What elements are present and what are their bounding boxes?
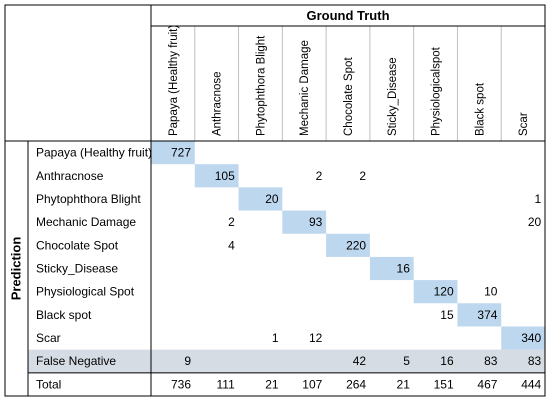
- diagonal-cell: [457, 303, 502, 327]
- column-header: Papaya (Healthy fruit): [168, 25, 180, 136]
- row-label: Phytophthora Blight: [36, 192, 141, 206]
- cell-value: 107: [302, 377, 322, 391]
- row-label: Black spot: [36, 308, 92, 322]
- cell-value: 10: [484, 285, 498, 299]
- diagonal-cell: [326, 233, 370, 257]
- row-label: False Negative: [36, 354, 116, 368]
- diagonal-cell: [369, 256, 414, 281]
- column-axis-title: Ground Truth: [306, 8, 389, 23]
- cell-value: 444: [521, 377, 541, 391]
- column-header: Sticky_Disease: [387, 57, 399, 136]
- cell-value: 20: [265, 192, 279, 206]
- cell-value: 5: [403, 354, 410, 368]
- diagonal-cell: [238, 187, 283, 211]
- cell-value: 2: [316, 169, 323, 183]
- cell-value: 374: [477, 308, 497, 322]
- cell-value: 1: [535, 192, 542, 206]
- row-label: Physiological Spot: [36, 285, 135, 299]
- row-label: Total: [36, 377, 61, 391]
- cell-value: 264: [346, 377, 366, 391]
- cell-value: 16: [440, 354, 454, 368]
- row-axis-title: Prediction: [9, 237, 24, 301]
- row-label: Anthracnose: [36, 169, 104, 183]
- column-header: Chocolate Spot: [343, 57, 355, 136]
- diagonal-cell: [413, 280, 458, 304]
- cell-value: 2: [359, 169, 366, 183]
- column-header: Anthracnose: [212, 71, 224, 136]
- cell-value: 727: [171, 146, 191, 160]
- cell-value: 21: [265, 377, 279, 391]
- cell-value: 9: [184, 354, 191, 368]
- column-header: Physiologicalspot: [431, 46, 443, 136]
- cell-value: 4: [228, 238, 235, 252]
- row-label: Chocolate Spot: [36, 238, 119, 252]
- cell-value: 1: [272, 331, 279, 345]
- cell-value: 12: [309, 331, 323, 345]
- cell-value: 220: [346, 238, 366, 252]
- cell-value: 2: [228, 215, 235, 229]
- column-header: Black spot: [474, 82, 486, 136]
- diagonal-cell: [501, 326, 545, 350]
- diagonal-cell: [151, 141, 195, 165]
- cell-value: 120: [434, 285, 454, 299]
- cell-value: 151: [434, 377, 454, 391]
- cell-value: 21: [397, 377, 411, 391]
- table-border: [4, 4, 546, 397]
- cell-value: 83: [484, 354, 498, 368]
- cell-value: 105: [215, 169, 235, 183]
- row-label: Mechanic Damage: [36, 215, 136, 229]
- cell-value: 111: [217, 377, 236, 391]
- cell-value: 736: [171, 377, 191, 391]
- cell-value: 467: [477, 377, 497, 391]
- row-label: Papaya (Healthy fruit): [36, 146, 152, 160]
- cell-value: 83: [528, 354, 542, 368]
- false-negative-band: [28, 349, 545, 373]
- diagonal-cell: [282, 210, 327, 234]
- cell-value: 15: [440, 308, 454, 322]
- cell-value: 340: [521, 331, 541, 345]
- row-label: Sticky_Disease: [36, 262, 118, 276]
- diagonal-cell: [194, 164, 239, 188]
- row-label: Scar: [36, 331, 61, 345]
- column-header: Phytophthora Blight: [255, 35, 267, 136]
- column-header: Scar: [518, 112, 530, 136]
- cell-value: 16: [397, 262, 411, 276]
- cell-value: 42: [353, 354, 367, 368]
- cell-value: 93: [309, 215, 323, 229]
- column-header: Mechanic Damage: [299, 40, 311, 136]
- cell-value: 20: [528, 215, 542, 229]
